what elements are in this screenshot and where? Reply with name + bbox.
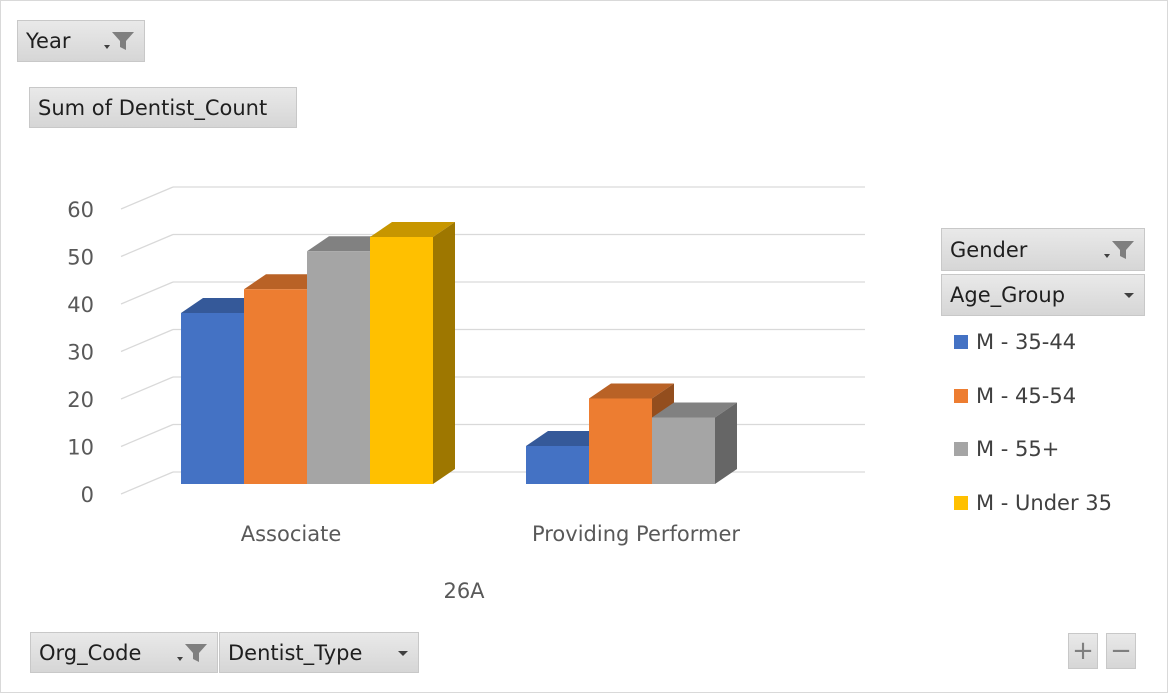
dentist-type-field-label: Dentist_Type [228,640,363,665]
y-tick-label: 50 [67,246,94,270]
gender-filter-button[interactable]: Gender [941,228,1145,271]
year-filter-label: Year [26,29,71,53]
filter-dropdown-icon [102,29,136,53]
chevron-down-icon [396,648,410,658]
gridline-diagonal [120,233,174,258]
bar-side-face [715,402,737,484]
y-tick-label: 0 [81,483,94,507]
bars [181,222,737,484]
filter-dropdown-icon [1102,238,1136,262]
bar-side-face [433,222,455,484]
y-tick-label: 60 [67,198,94,222]
legend-swatch [954,389,968,403]
bar-front-face [652,417,715,484]
bar-front-face [526,446,589,484]
gridline-diagonal [120,376,174,400]
x-group-label: 26A [443,579,485,603]
age-group-field-button[interactable]: Age_Group [941,274,1145,316]
bar-top-face [370,222,455,237]
org-code-filter-label: Org_Code [39,640,142,665]
chart-plot-area: 0 10 20 30 40 50 60 Associate Providing Perform… [67,186,865,603]
legend-label: M - 35-44 [976,330,1077,354]
age-group-field-label: Age_Group [950,283,1066,307]
bar-front-face [181,313,244,484]
gridline-diagonal [120,186,174,210]
bar-front-face [307,251,370,484]
legend-swatch [954,442,968,456]
expand-field-button[interactable]: + [1068,633,1098,669]
x-tick-label: Providing Performer [532,522,740,546]
x-tick-label: Associate [241,522,342,546]
filter-dropdown-icon [175,641,209,665]
y-tick-label: 10 [67,436,94,460]
legend-item: M - 55+ [954,437,1059,461]
legend-label: M - 55+ [976,437,1060,461]
bar-top-face [652,402,737,418]
bar-associate-3 [370,222,455,484]
bar-top-face [589,383,674,399]
minus-icon: − [1110,636,1132,666]
legend-swatch [954,496,968,510]
gridline-diagonal [120,281,174,305]
gridline-diagonal [120,328,174,353]
values-field-button[interactable]: Sum of Dentist_Count [29,87,297,128]
gridline-diagonal [120,423,174,448]
bar-front-face [370,237,433,484]
legend-swatch [954,335,968,349]
chevron-down-icon [1122,290,1136,300]
y-tick-label: 30 [67,341,94,365]
bar-front-face [589,398,652,484]
values-field-label: Sum of Dentist_Count [38,95,268,120]
legend-label: M - Under 35 [976,491,1113,515]
gender-filter-label: Gender [950,237,1028,262]
y-tick-label: 20 [67,388,94,412]
bar-front-face [244,289,307,484]
legend-item: M - 45-54 [954,384,1076,408]
y-tick-label: 40 [67,293,94,317]
gridline-diagonal [120,471,174,495]
dentist-type-field-button[interactable]: Dentist_Type [219,632,419,673]
org-code-filter-button[interactable]: Org_Code [30,632,218,673]
collapse-field-button[interactable]: − [1106,633,1136,669]
legend-label: M - 45-54 [976,384,1077,408]
y-axis-ticks: 0 10 20 30 40 50 60 [67,198,94,507]
x-axis-labels: Associate Providing Performer 26A [241,522,741,603]
legend-item: M - Under 35 [954,491,1112,515]
bar-providing-performer-2 [652,402,737,484]
year-filter-button[interactable]: Year [17,20,145,62]
plus-icon: + [1072,636,1094,666]
legend-item: M - 35-44 [954,330,1076,354]
